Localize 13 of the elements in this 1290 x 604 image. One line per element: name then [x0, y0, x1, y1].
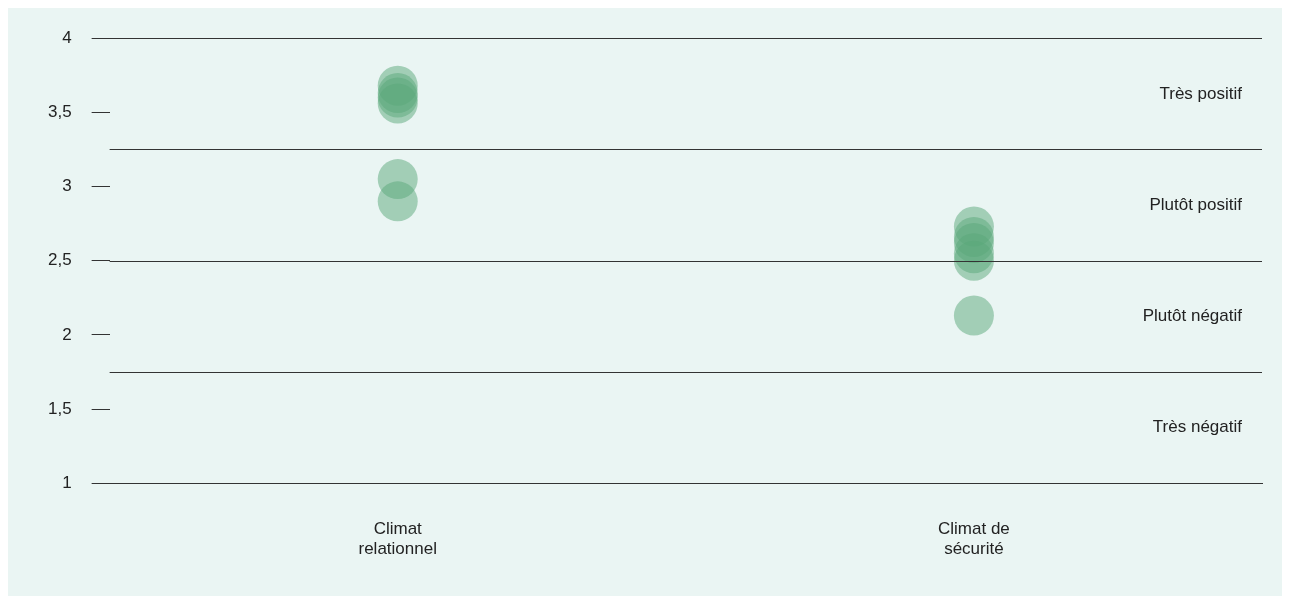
y-tick-label: 3: [62, 176, 72, 196]
y-tick-label: 1,5: [47, 398, 72, 418]
y-tick-label: 3,5: [47, 102, 72, 122]
y-tick-label: 2,5: [47, 250, 72, 270]
x-tick-label: Climat de sécurité: [938, 519, 1010, 559]
annotation: Plutôt positif: [1149, 194, 1243, 214]
annotation: Très positif: [1159, 83, 1243, 103]
y-tick-label: 4: [62, 27, 72, 47]
annotation: Plutôt négatif: [1142, 306, 1243, 326]
annotation: Très négatif: [1152, 417, 1243, 437]
x-tick-label: Climat relationnel: [358, 519, 437, 559]
y-tick-label: 1: [62, 472, 72, 492]
y-tick-label: 2: [62, 324, 72, 344]
